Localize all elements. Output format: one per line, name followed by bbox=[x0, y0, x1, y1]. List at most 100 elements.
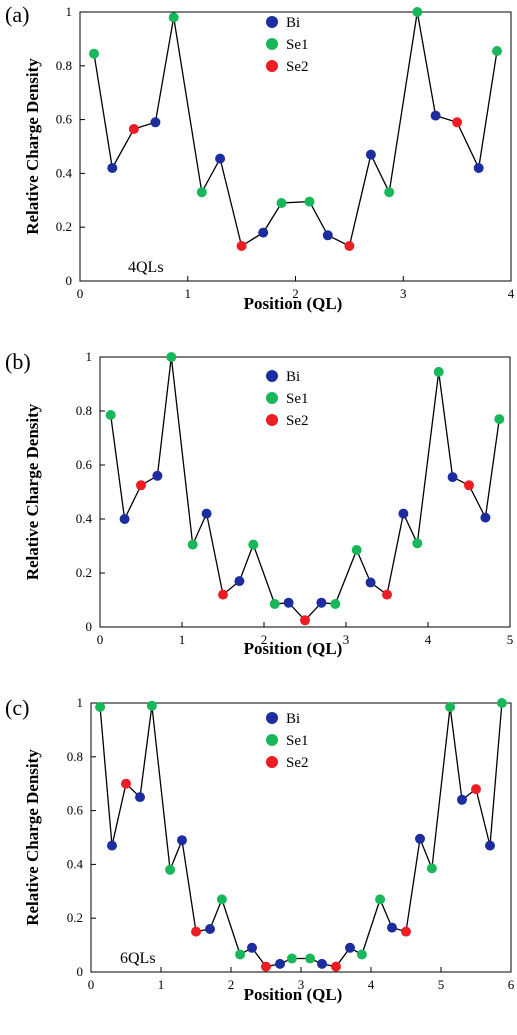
data-point-bi bbox=[480, 512, 491, 523]
data-point-bi bbox=[119, 514, 130, 524]
legend-marker-se2 bbox=[266, 414, 278, 426]
data-point-se1 bbox=[105, 410, 116, 420]
x-tick-label: 4 bbox=[425, 632, 432, 647]
data-point-bi bbox=[283, 597, 294, 608]
data-point-se2 bbox=[128, 124, 139, 134]
panel-annotation: 6QLs bbox=[120, 950, 156, 967]
y-tick-label: 0 bbox=[77, 964, 84, 979]
data-point-se1 bbox=[89, 48, 99, 59]
data-point-se2 bbox=[121, 778, 131, 789]
data-point-se1 bbox=[305, 953, 316, 964]
data-point-se1 bbox=[235, 949, 246, 960]
data-point-se1 bbox=[165, 864, 176, 875]
data-point-se2 bbox=[382, 589, 392, 600]
data-point-se1 bbox=[375, 894, 386, 905]
x-tick-label: 0 bbox=[88, 977, 95, 992]
legend-label-se1: Se1 bbox=[286, 37, 309, 53]
x-axis-title: Position (QL) bbox=[244, 985, 343, 1004]
data-point-bi bbox=[258, 227, 269, 238]
legend-marker-se1 bbox=[266, 734, 278, 746]
y-tick-label: 0.4 bbox=[76, 511, 93, 526]
legend-label-se2: Se2 bbox=[286, 413, 309, 429]
data-point-bi bbox=[247, 942, 257, 953]
legend-label-se2: Se2 bbox=[286, 59, 309, 75]
data-point-bi bbox=[473, 163, 484, 173]
y-tick-label: 0.8 bbox=[76, 403, 92, 418]
data-point-bi bbox=[205, 924, 215, 934]
y-tick-label: 0.4 bbox=[67, 856, 84, 871]
y-tick-label: 0.8 bbox=[67, 749, 83, 764]
data-point-bi bbox=[177, 835, 187, 846]
data-point-se1 bbox=[445, 702, 456, 712]
legend-marker-se2 bbox=[266, 756, 278, 768]
y-tick-label: 0.4 bbox=[56, 165, 73, 180]
x-axis-title: Position (QL) bbox=[244, 639, 343, 658]
y-tick-label: 0.2 bbox=[56, 219, 72, 234]
data-point-bi bbox=[485, 840, 495, 851]
x-tick-label: 0 bbox=[77, 286, 84, 301]
chart-panel-a: 0 0.2 0.4 0.6 0.8 1 0 1 2 3 4 Position (QL) Relative… bbox=[5, 2, 515, 313]
y-tick-label: 0 bbox=[66, 273, 73, 288]
data-point-se2 bbox=[236, 241, 247, 251]
x-tick-label: 2 bbox=[228, 977, 235, 992]
data-point-se1 bbox=[248, 539, 259, 550]
data-point-bi bbox=[152, 470, 163, 481]
x-axis-title: Position (QL) bbox=[244, 294, 343, 313]
x-tick-label: 4 bbox=[508, 286, 515, 301]
y-tick-label: 1 bbox=[77, 695, 84, 710]
data-point-se2 bbox=[344, 241, 355, 251]
legend-marker-bi bbox=[266, 16, 278, 28]
data-point-se1 bbox=[216, 894, 227, 905]
x-tick-label: 1 bbox=[185, 286, 192, 301]
data-point-se1 bbox=[433, 366, 444, 377]
data-point-bi bbox=[387, 922, 397, 933]
legend-marker-bi bbox=[266, 712, 278, 724]
panel-label: (b) bbox=[5, 349, 31, 374]
series-line bbox=[99, 702, 503, 968]
legend-label-bi: Bi bbox=[286, 369, 300, 385]
y-axis-title: Relative Charge Density bbox=[23, 403, 42, 580]
data-point-bi bbox=[447, 472, 458, 483]
data-point-se1 bbox=[412, 538, 423, 549]
x-tick-label: 2 bbox=[292, 286, 299, 301]
x-tick-label: 4 bbox=[368, 977, 375, 992]
data-point-se1 bbox=[426, 863, 437, 874]
y-tick-label: 0.2 bbox=[67, 910, 83, 925]
data-point-bi bbox=[107, 163, 118, 173]
y-axis-title: Relative Charge Density bbox=[23, 749, 42, 926]
x-tick-label: 2 bbox=[261, 632, 268, 647]
x-tick-label: 6 bbox=[508, 977, 515, 992]
legend: Bi Se1 Se2 bbox=[266, 369, 309, 429]
data-point-se1 bbox=[95, 702, 106, 712]
data-point-bi bbox=[317, 958, 327, 969]
legend-marker-se1 bbox=[266, 392, 278, 404]
data-point-bi bbox=[365, 577, 376, 588]
plot-area-frame bbox=[99, 356, 511, 628]
data-point-se2 bbox=[452, 117, 463, 128]
legend-label-bi: Bi bbox=[286, 711, 300, 727]
x-tick-label: 5 bbox=[438, 977, 445, 992]
y-tick-label: 0.2 bbox=[76, 565, 92, 580]
chart-panel-c: 0 0.2 0.4 0.6 0.8 1 0 1 2 3 4 5 6 Position (QL) Relati… bbox=[5, 695, 515, 1004]
data-point-se1 bbox=[187, 539, 198, 550]
series-line bbox=[93, 11, 498, 248]
data-point-se1 bbox=[166, 352, 177, 362]
legend-marker-se2 bbox=[266, 60, 278, 72]
data-point-se2 bbox=[218, 589, 228, 600]
data-point-se1 bbox=[492, 46, 502, 56]
data-point-se2 bbox=[471, 784, 481, 795]
data-point-se2 bbox=[464, 480, 474, 491]
data-point-se1 bbox=[269, 599, 280, 609]
data-point-bi bbox=[322, 230, 333, 241]
data-point-se1 bbox=[330, 599, 341, 609]
panel-label: (c) bbox=[5, 695, 29, 720]
data-point-se1 bbox=[356, 949, 367, 960]
data-point-se1 bbox=[351, 545, 362, 555]
data-point-se2 bbox=[401, 926, 411, 937]
data-point-bi bbox=[430, 110, 441, 121]
y-axis-title: Relative Charge Density bbox=[23, 58, 42, 235]
y-tick-label: 0 bbox=[86, 619, 93, 634]
data-point-bi bbox=[275, 958, 285, 969]
data-point-se1 bbox=[276, 198, 287, 208]
data-point-bi bbox=[365, 149, 376, 160]
